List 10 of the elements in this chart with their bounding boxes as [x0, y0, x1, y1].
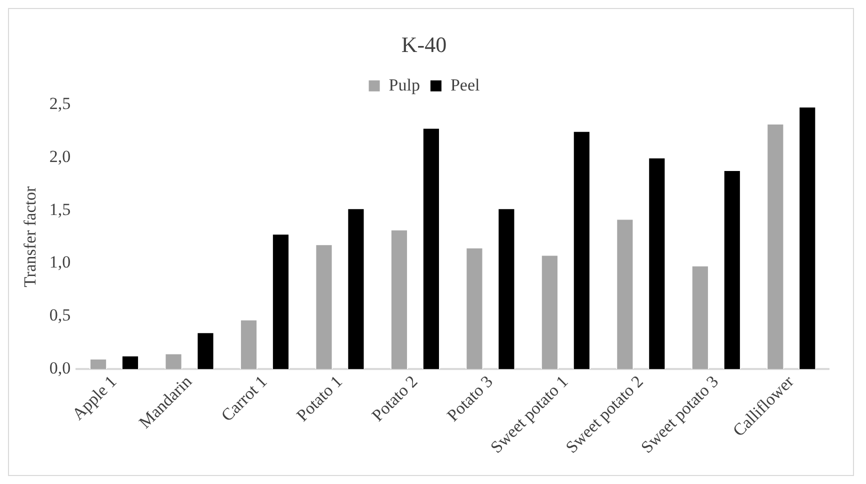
y-axis-title: Transfer factor — [20, 186, 40, 288]
y-tick-label: 0,5 — [49, 306, 71, 325]
y-tick-label: 0,0 — [49, 358, 71, 378]
y-tick-label: 1,0 — [49, 252, 71, 272]
legend-label: Peel — [450, 75, 480, 94]
y-tick-label: 2,0 — [49, 146, 71, 166]
legend-label: Pulp — [388, 75, 420, 94]
chart-title: K-40 — [401, 32, 447, 57]
y-tick-label: 1,5 — [49, 200, 71, 219]
y-tick-label: 2,5 — [49, 94, 71, 113]
